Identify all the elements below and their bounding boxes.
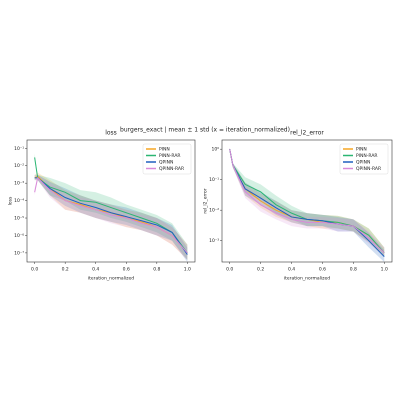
- legend-box: [339, 143, 389, 175]
- x-axis-label: iteration_normalized: [284, 276, 330, 282]
- y-axis-label: loss: [8, 196, 14, 205]
- legend-label: QPINN-RAR: [159, 166, 184, 172]
- x-tick-label: 0.8: [350, 267, 357, 273]
- x-tick-label: 0.6: [319, 267, 326, 273]
- x-tick-label: 0.0: [31, 267, 38, 273]
- figure-title: burgers_exact | mean ± 1 std (x = iterat…: [120, 127, 290, 134]
- x-tick-label: 0.2: [257, 267, 264, 273]
- std-band: [229, 147, 385, 257]
- series-line: [229, 149, 385, 254]
- std-band: [229, 147, 385, 257]
- legend-label: PINN-RAR: [159, 153, 181, 159]
- subplot-title: rel_l2_error: [290, 130, 324, 137]
- series-line: [34, 177, 188, 255]
- legend-label: QPINN-RAR: [356, 166, 381, 172]
- x-tick-label: 1.0: [381, 267, 388, 273]
- subplot: loss iteration_normalized loss 0.0 0.2 0.4 0.6…: [8, 130, 196, 282]
- y-tick-label: 10⁻³: [209, 238, 219, 244]
- y-tick-label: 10⁻²: [209, 208, 219, 214]
- x-tick-label: 0.4: [288, 267, 295, 273]
- axes-frame: [221, 139, 393, 263]
- series-line: [34, 176, 188, 254]
- std-band: [34, 153, 188, 260]
- y-tick-label: 10⁻²: [14, 163, 24, 169]
- x-tick-label: 0.0: [226, 267, 233, 273]
- y-tick-label: 10⁰: [211, 147, 219, 153]
- x-axis-label: iteration_normalized: [88, 276, 134, 282]
- legend-box: [142, 143, 192, 175]
- std-band: [229, 147, 385, 257]
- y-tick-label: 10⁻¹: [14, 146, 24, 152]
- y-tick-label: 10⁻⁷: [14, 250, 24, 256]
- legend-label: QPINN: [356, 160, 370, 166]
- x-tick-label: 0.2: [62, 267, 69, 273]
- subplot-title: loss: [105, 130, 117, 137]
- y-axis-label: rel_l2_error: [203, 188, 209, 213]
- x-tick-label: 0.6: [123, 267, 130, 273]
- x-tick-label: 1.0: [184, 267, 191, 273]
- y-tick-label: 10⁻¹: [209, 177, 219, 183]
- y-tick-label: 10⁻⁶: [14, 233, 24, 239]
- x-tick-label: 0.4: [92, 267, 99, 273]
- legend-label: PINN-RAR: [356, 153, 378, 159]
- legend-label: QPINN: [159, 160, 173, 166]
- legend-label: PINN: [356, 147, 367, 153]
- y-tick-label: 10⁻⁵: [14, 216, 24, 222]
- series-line: [34, 157, 188, 254]
- x-tick-label: 0.8: [153, 267, 160, 273]
- y-tick-label: 10⁻³: [14, 181, 24, 187]
- std-band: [34, 172, 188, 260]
- axes-frame: [26, 139, 196, 263]
- y-tick-label: 10⁻⁴: [14, 198, 24, 204]
- subplot: rel_l2_error iteration_normalized rel_l2_e…: [203, 130, 393, 282]
- legend-label: PINN: [159, 147, 170, 153]
